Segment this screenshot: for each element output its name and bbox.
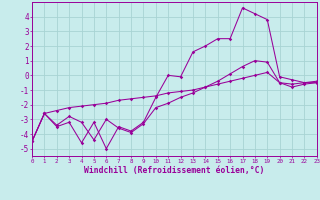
X-axis label: Windchill (Refroidissement éolien,°C): Windchill (Refroidissement éolien,°C) xyxy=(84,166,265,175)
